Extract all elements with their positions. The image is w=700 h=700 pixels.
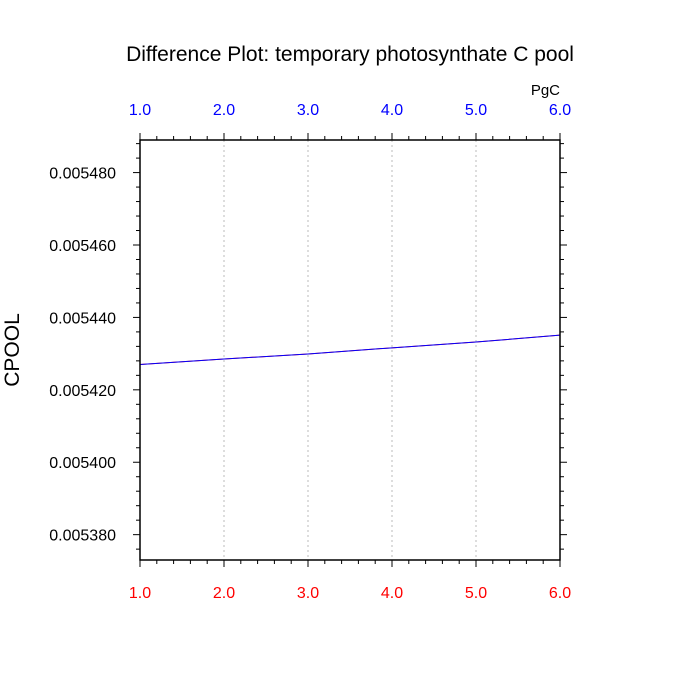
- x-tick-label-top: 6.0: [549, 102, 571, 119]
- y-tick-label: 0.005380: [49, 528, 116, 545]
- x-tick-label-top: 4.0: [381, 102, 403, 119]
- y-tick-label: 0.005460: [49, 238, 116, 255]
- plot-frame: [139, 139, 561, 561]
- y-tick-label: 0.005440: [49, 310, 116, 327]
- plot-series: [139, 334, 561, 365]
- x-tick-label-top: 5.0: [465, 102, 487, 119]
- x-tick-label-top: 1.0: [129, 102, 151, 119]
- x-tick-label-top: 3.0: [297, 102, 319, 119]
- grid: [223, 140, 477, 560]
- y-tick-label: 0.005480: [49, 166, 116, 183]
- x-tick-label-bottom: 5.0: [465, 585, 487, 602]
- x-tick-label-bottom: 4.0: [381, 585, 403, 602]
- x-tick-label-bottom: 3.0: [297, 585, 319, 602]
- axis-ticks: [133, 133, 567, 567]
- x-tick-label-bottom: 1.0: [129, 585, 151, 602]
- y-axis-label: CPOOL: [1, 313, 24, 387]
- chart-title: Difference Plot: temporary photosynthate…: [126, 43, 574, 66]
- top-axis-unit: PgC: [531, 82, 560, 99]
- series-line-series-1: [139, 334, 561, 365]
- x-tick-label-top: 2.0: [213, 102, 235, 119]
- y-tick-label: 0.005420: [49, 383, 116, 400]
- y-tick-label: 0.005400: [49, 455, 116, 472]
- x-tick-label-bottom: 2.0: [213, 585, 235, 602]
- tick-labels: 1.0 1.0 2.0 2.0 3.0 3.0 4.0 4.0 5.0 5.0 6.0 6.0 0.00…: [49, 102, 571, 602]
- x-tick-label-bottom: 6.0: [549, 585, 571, 602]
